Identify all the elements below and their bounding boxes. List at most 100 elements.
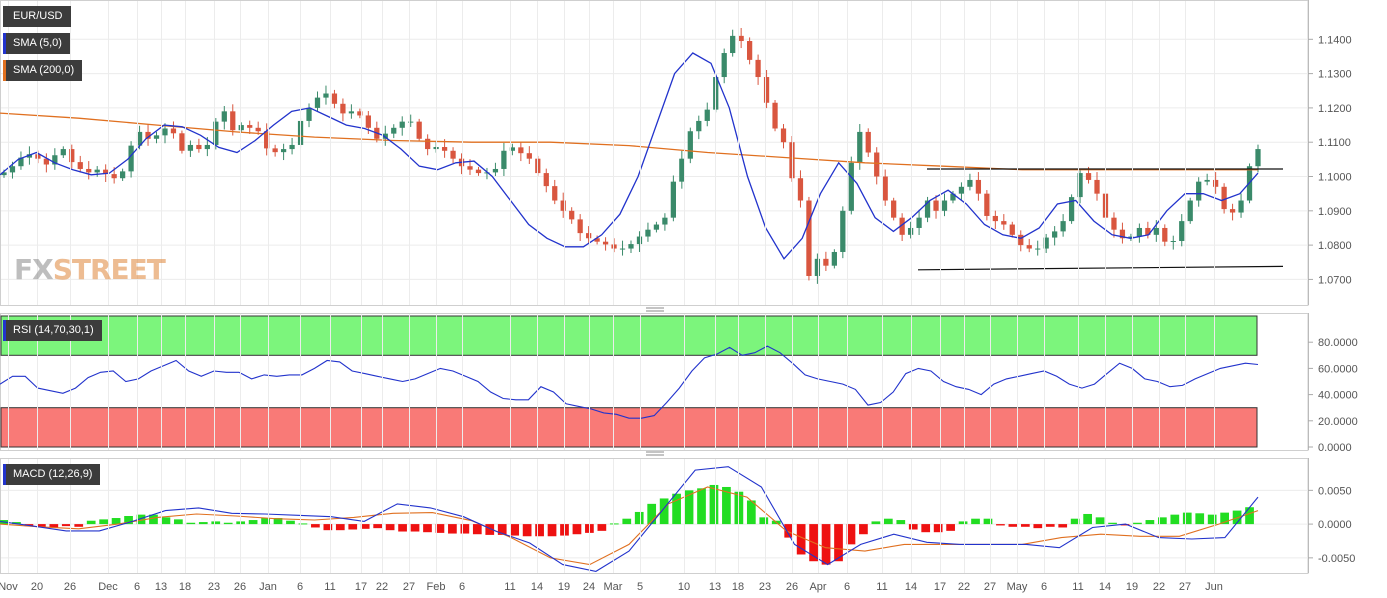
- x-tick-label: 14: [905, 581, 917, 593]
- macd-histogram-bar: [1020, 524, 1030, 527]
- macd-histogram-bar: [360, 524, 370, 529]
- candle-body: [755, 59, 761, 78]
- rsi-line: [0, 345, 1259, 419]
- macd-histogram-bar: [423, 524, 432, 533]
- candle-body: [221, 111, 227, 122]
- x-tick-label: 27: [1179, 581, 1191, 593]
- candle-body: [696, 120, 702, 132]
- candle-body: [323, 93, 329, 98]
- macd-histogram-bar: [111, 518, 121, 525]
- candle-body: [1001, 221, 1007, 225]
- x-tick-label: Apr: [809, 581, 826, 593]
- candle-body: [331, 93, 338, 104]
- candle-body: [958, 186, 965, 194]
- macd-histogram-bar: [136, 514, 146, 525]
- candle-body: [492, 168, 499, 173]
- legend-label: EUR/USD: [13, 10, 63, 22]
- candle-body: [1170, 241, 1176, 242]
- x-tick-label: 27: [984, 581, 996, 593]
- macd-histogram-bar: [1120, 524, 1130, 526]
- macd-histogram-bar: [485, 524, 495, 535]
- candle-body: [204, 144, 210, 150]
- macd-histogram-bar: [759, 517, 769, 525]
- macd-histogram-bar: [746, 500, 756, 525]
- x-tick-label: 6: [297, 581, 303, 593]
- candle-body: [69, 149, 75, 163]
- macd-histogram-bar: [435, 524, 445, 533]
- candle-body: [1, 172, 7, 176]
- candle-body: [272, 148, 278, 153]
- macd-histogram-bar: [472, 524, 482, 535]
- macd-histogram-bar: [211, 521, 221, 525]
- candle-body: [806, 200, 812, 276]
- candle-body: [704, 109, 710, 121]
- candle-body: [916, 217, 922, 228]
- macd-histogram-bar: [921, 524, 931, 533]
- candle-body: [255, 127, 261, 132]
- legend-label: SMA (200,0): [13, 64, 75, 76]
- rsi-panel: 0.0000 20.0000 40.0000 60.0000 80.0000: [0, 313, 1358, 454]
- candle-body: [611, 244, 617, 249]
- x-tick-label: 5: [637, 581, 643, 593]
- macd-histogram-bar: [896, 520, 906, 525]
- macd-histogram-bar: [273, 518, 283, 525]
- candle-body: [645, 229, 651, 237]
- macd-histogram-bar: [1182, 512, 1192, 525]
- candle-body: [348, 111, 355, 114]
- candle-body: [340, 103, 346, 114]
- macd-signal-line: [0, 486, 1259, 566]
- x-tick-label: 19: [558, 581, 570, 593]
- candle-body: [111, 174, 117, 179]
- legend-rsi[interactable]: RSI (14,70,30,1): [3, 320, 102, 341]
- candle-body: [408, 121, 414, 123]
- macd-histogram-bar: [908, 524, 918, 530]
- candle-body: [441, 147, 448, 151]
- macd-histogram-bar: [821, 524, 831, 565]
- candle-body: [941, 200, 948, 211]
- macd-histogram-bar: [86, 520, 96, 525]
- macd-histogram-bar: [846, 524, 856, 545]
- legend-sma5[interactable]: SMA (5,0): [3, 33, 70, 54]
- candle-body: [94, 169, 100, 173]
- candle-body: [738, 35, 744, 42]
- x-tick-label: 6: [1041, 581, 1047, 593]
- candle-body: [1128, 236, 1134, 239]
- legend-swatch: [3, 33, 6, 54]
- candle-body: [1068, 197, 1075, 222]
- candle-body: [1085, 173, 1092, 180]
- legend-eurusd[interactable]: EUR/USD: [3, 6, 71, 27]
- macd-histogram-bar: [298, 523, 308, 525]
- macd-histogram-bar: [174, 519, 183, 525]
- x-tick-label: 14: [1099, 581, 1111, 593]
- macd-histogram-bar: [609, 523, 619, 525]
- candle-body: [933, 200, 939, 211]
- candle-body: [425, 138, 431, 150]
- macd-histogram-bar: [99, 519, 109, 525]
- candle-body: [662, 217, 668, 225]
- macd-histogram-bar: [1033, 524, 1043, 529]
- candle-body: [518, 147, 524, 154]
- x-tick-label: 26: [786, 581, 798, 593]
- candle-body: [721, 53, 727, 78]
- macd-histogram-bar: [958, 521, 968, 525]
- macd-histogram-bar: [1058, 524, 1068, 528]
- macd-histogram-bar: [535, 524, 544, 537]
- y-tick-label: 80.0000: [1318, 337, 1358, 349]
- y-tick-label: 1.1400: [1318, 34, 1352, 46]
- y-tick-label: 1.0900: [1318, 206, 1352, 218]
- candle-body: [984, 193, 990, 216]
- candle-body: [891, 200, 897, 218]
- candle-body: [1119, 229, 1126, 239]
- x-tick-label: Mar: [604, 581, 623, 593]
- candle-body: [1238, 200, 1244, 213]
- legend-macd[interactable]: MACD (12,26,9): [3, 464, 101, 485]
- x-tick-label: 23: [759, 581, 771, 593]
- x-tick-label: Jun: [1205, 581, 1223, 593]
- legend-sma200[interactable]: SMA (200,0): [3, 60, 83, 81]
- candle-body: [18, 157, 24, 167]
- candle-body: [467, 166, 473, 170]
- macd-histogram-bar: [385, 524, 395, 531]
- macd-histogram-bar: [1145, 520, 1155, 525]
- macd-histogram-bar: [871, 521, 881, 525]
- candle-body: [484, 172, 490, 174]
